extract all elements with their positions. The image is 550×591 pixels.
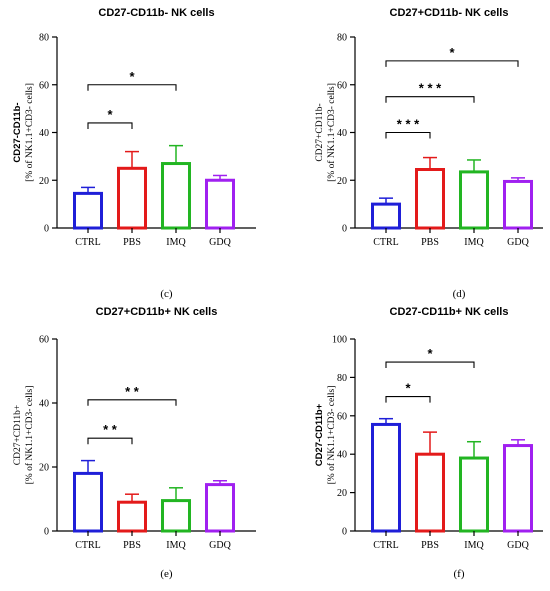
significance-bracket <box>87 122 133 129</box>
significance-label: * <box>129 69 135 84</box>
significance-label: * <box>107 107 113 122</box>
bar-gdq <box>503 444 533 533</box>
chart-title: CD27+CD11b- NK cells <box>390 7 509 19</box>
significance-label: * <box>427 346 433 361</box>
x-tick-label: CTRL <box>373 237 399 248</box>
x-tick-label: IMQ <box>464 540 484 551</box>
y-tick-label: 80 <box>337 33 347 44</box>
significance-label: * * * <box>397 117 420 132</box>
panel-label: (f) <box>454 568 465 580</box>
y-tick-label: 20 <box>39 176 49 187</box>
significance-bracket <box>385 361 475 369</box>
bar-pbs <box>117 166 147 230</box>
y-axis-label-line: [% of NK1.1+CD3- cells] <box>326 386 337 485</box>
x-tick-label: PBS <box>421 540 439 551</box>
y-axis-label-line: CD27+CD11b+ <box>13 405 23 466</box>
x-tick-label: GDQ <box>209 237 231 248</box>
y-axis-label-line: [% of NK1.1+CD3- cells] <box>326 83 337 182</box>
bar-imq <box>161 162 191 230</box>
y-tick-label: 60 <box>337 80 347 91</box>
x-tick-label: CTRL <box>373 540 399 551</box>
y-tick-label: 40 <box>39 128 49 139</box>
bar-pbs <box>117 500 147 533</box>
y-axis-label: CD27+CD11b+ [% of NK1.1+CD3- cells] <box>13 386 35 485</box>
x-tick-label: GDQ <box>507 237 529 248</box>
significance-label: * * <box>125 384 140 399</box>
y-axis-label: CD27-CD11b+ [% of NK1.1+CD3- cells] <box>314 386 337 485</box>
y-tick-label: 0 <box>342 527 347 538</box>
x-tick-label: CTRL <box>75 540 101 551</box>
x-tick-label: IMQ <box>166 540 186 551</box>
x-tick-label: GDQ <box>209 540 231 551</box>
x-tick-label: IMQ <box>464 237 484 248</box>
y-tick-label: 60 <box>39 335 49 346</box>
y-tick-label: 40 <box>337 128 347 139</box>
bar-ctrl <box>73 471 103 533</box>
x-tick-label: PBS <box>123 237 141 248</box>
significance-bracket <box>87 399 177 406</box>
y-axis-label: CD27+CD11b- [% of NK1.1+CD3- cells] <box>315 83 337 182</box>
y-tick-label: 40 <box>337 450 347 461</box>
significance-label: * <box>405 381 411 396</box>
y-tick-label: 20 <box>337 176 347 187</box>
chart-panel-1: CD27+CD11b- NK cells 0 20 40 60 80 CD27+CD11b-… <box>315 7 543 300</box>
y-tick-label: 60 <box>39 80 49 91</box>
significance-bracket <box>87 437 133 445</box>
bar-pbs <box>415 452 445 533</box>
x-tick-label: PBS <box>421 237 439 248</box>
y-axis-label-line: [% of NK1.1+CD3- cells] <box>24 386 35 485</box>
x-tick-label: IMQ <box>166 237 186 248</box>
bar-ctrl <box>371 422 401 533</box>
bar-gdq <box>205 483 235 533</box>
chart-title: CD27-CD11b+ NK cells <box>390 306 509 318</box>
significance-label: * <box>449 45 455 60</box>
y-tick-label: 0 <box>342 224 347 235</box>
bar-ctrl <box>371 202 401 230</box>
y-axis-label-line: CD27+CD11b- <box>315 103 325 161</box>
x-tick-label: GDQ <box>507 540 529 551</box>
y-tick-label: 20 <box>337 488 347 499</box>
significance-bracket <box>87 84 177 91</box>
y-axis-label-line: CD27-CD11b+ <box>314 403 325 466</box>
panel-label: (c) <box>160 288 173 300</box>
chart-panel-2: CD27+CD11b+ NK cells 0 20 40 60 CD27+CD11b+ [%… <box>13 306 256 580</box>
chart-title: CD27+CD11b+ NK cells <box>96 306 218 318</box>
y-tick-label: 40 <box>39 399 49 410</box>
bar-ctrl <box>73 191 103 230</box>
y-axis-label: CD27-CD11b- [% of NK1.1+CD3- cells] <box>12 83 35 182</box>
y-tick-label: 80 <box>337 373 347 384</box>
y-tick-label: 60 <box>337 411 347 422</box>
significance-label: * * <box>103 422 118 437</box>
significance-bracket <box>385 60 519 67</box>
panel-label: (d) <box>453 288 466 300</box>
y-tick-label: 20 <box>39 463 49 474</box>
significance-label: * * * <box>419 81 442 96</box>
chart-title: CD27-CD11b- NK cells <box>98 7 214 19</box>
bar-imq <box>459 456 489 533</box>
y-axis-label-line: CD27-CD11b- <box>12 102 23 162</box>
bar-imq <box>459 170 489 230</box>
panel-label: (e) <box>160 568 173 580</box>
bar-pbs <box>415 168 445 230</box>
bar-imq <box>161 499 191 533</box>
y-tick-label: 80 <box>39 33 49 44</box>
significance-bracket <box>385 396 431 403</box>
chart-panel-0: CD27-CD11b- NK cells 0 20 40 60 80 CD27-CD11b-… <box>12 7 256 300</box>
significance-bracket <box>385 96 475 103</box>
chart-panel-3: CD27-CD11b+ NK cells 0 20 40 60 80 100 CD27-CD1… <box>314 306 543 580</box>
y-tick-label: 100 <box>332 335 347 346</box>
y-tick-label: 0 <box>44 224 49 235</box>
y-tick-label: 0 <box>44 527 49 538</box>
significance-bracket <box>385 131 431 139</box>
x-tick-label: CTRL <box>75 237 101 248</box>
bar-gdq <box>205 178 235 230</box>
bar-gdq <box>503 179 533 230</box>
x-tick-label: PBS <box>123 540 141 551</box>
y-axis-label-line: [% of NK1.1+CD3- cells] <box>24 83 35 182</box>
